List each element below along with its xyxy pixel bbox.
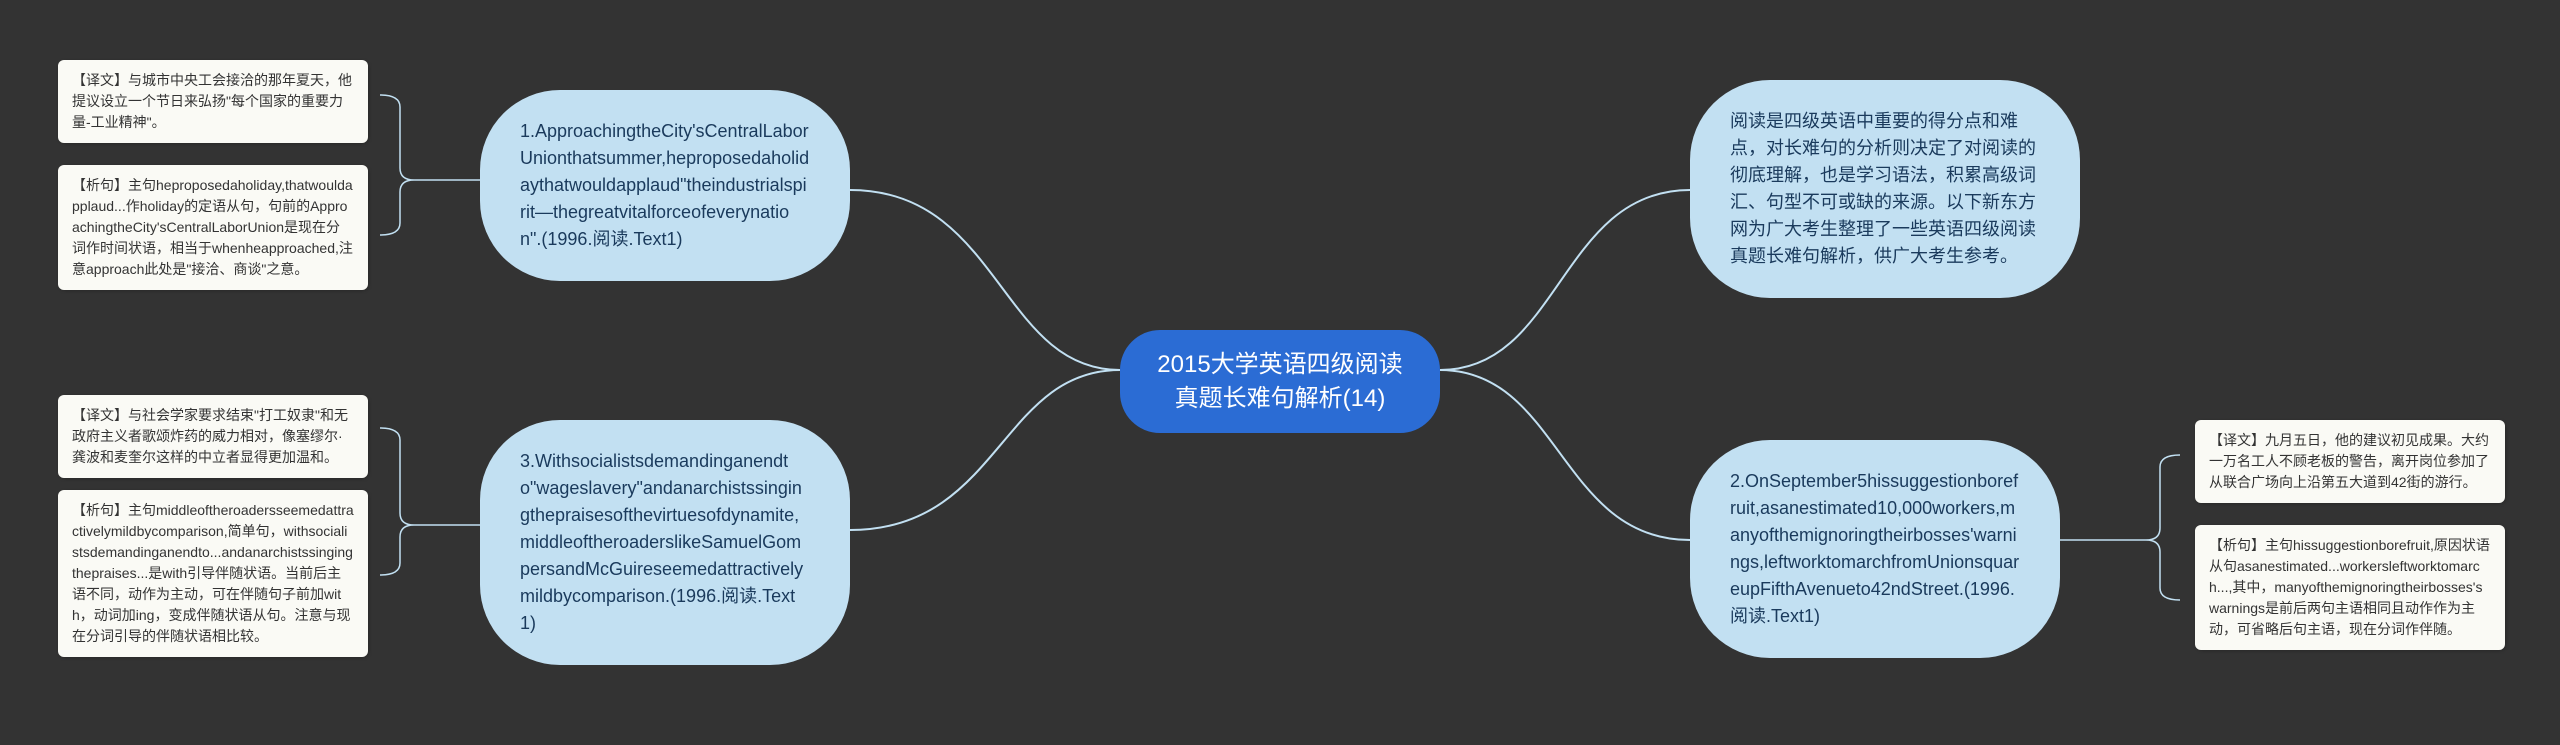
item1-parse-leaf: 【析句】主句heproposedaholiday,thatwouldapplau… xyxy=(58,165,368,290)
item3-node: 3.Withsocialistsdemandinganendto"wagesla… xyxy=(480,420,850,665)
item3-translation-leaf: 【译文】与社会学家要求结束"打工奴隶"和无政府主义者歌颂炸药的威力相对，像塞缪尔… xyxy=(58,395,368,478)
center-node: 2015大学英语四级阅读真题长难句解析(14) xyxy=(1120,330,1440,433)
item2-parse-leaf: 【析句】主句hissuggestionborefruit,原因状语从句asane… xyxy=(2195,525,2505,650)
item1-node: 1.ApproachingtheCity'sCentralLaborUniont… xyxy=(480,90,850,281)
intro-node: 阅读是四级英语中重要的得分点和难点，对长难句的分析则决定了对阅读的彻底理解，也是… xyxy=(1690,80,2080,298)
item3-parse-leaf: 【析句】主句middleoftheroadersseemedattractive… xyxy=(58,490,368,657)
item2-node: 2.OnSeptember5hissuggestionborefruit,asa… xyxy=(1690,440,2060,658)
item1-translation-leaf: 【译文】与城市中央工会接洽的那年夏天，他提议设立一个节日来弘扬"每个国家的重要力… xyxy=(58,60,368,143)
item2-translation-leaf: 【译文】九月五日，他的建议初见成果。大约一万名工人不顾老板的警告，离开岗位参加了… xyxy=(2195,420,2505,503)
